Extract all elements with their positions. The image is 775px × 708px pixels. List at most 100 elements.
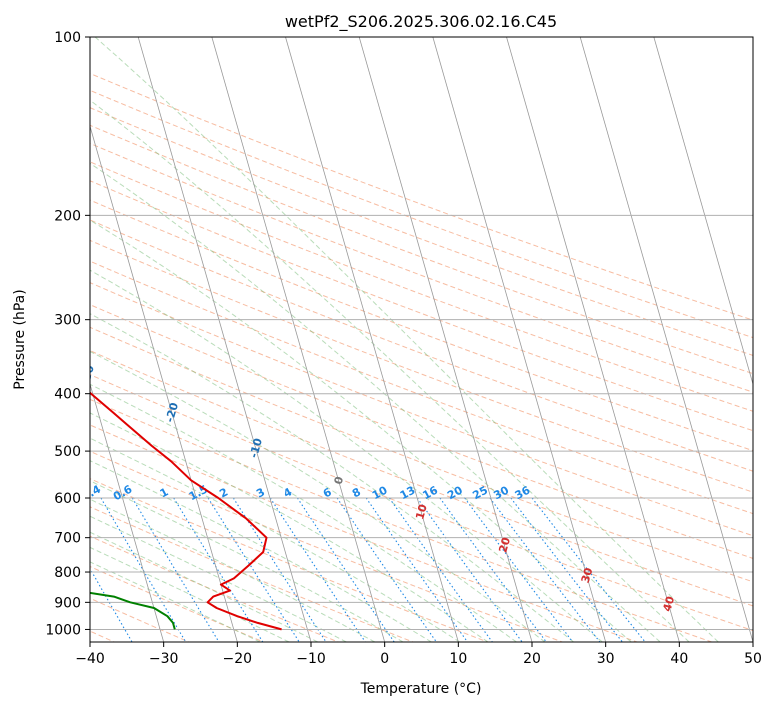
isotherm-label: -40 bbox=[0, 325, 12, 348]
mixing-ratio-label: 20 bbox=[445, 483, 465, 502]
x-tick-label: −30 bbox=[149, 651, 179, 667]
dry-adiabat bbox=[90, 89, 753, 339]
x-tick-label: 50 bbox=[744, 651, 762, 667]
dry-adiabat bbox=[90, 199, 753, 452]
dry-adiabat bbox=[90, 239, 753, 493]
moist-adiabat bbox=[90, 269, 603, 642]
mixing-ratio-label: 0.4 bbox=[80, 482, 104, 503]
y-axis: 100 200 300 400 500 600 700 800 900 1000 bbox=[45, 30, 90, 638]
mixing-ratio-line bbox=[531, 497, 646, 642]
mixing-ratio-label: 13 bbox=[398, 484, 418, 503]
y-axis-label: Pressure (hPa) bbox=[12, 289, 28, 389]
y-tick-label: 500 bbox=[54, 444, 81, 460]
dry-adiabat bbox=[90, 107, 753, 356]
x-tick-label: −40 bbox=[75, 651, 105, 667]
mixing-ratio-label: 36 bbox=[513, 483, 533, 502]
dry-adiabat bbox=[90, 326, 753, 583]
mixing-ratio-label: 10 bbox=[370, 483, 390, 502]
temperature-profile bbox=[90, 391, 282, 631]
x-axis: −40 −30 −20 −10 0 10 20 30 40 50 bbox=[75, 642, 762, 667]
dry-adiabat bbox=[90, 597, 190, 642]
dry-adiabat bbox=[90, 260, 753, 515]
moist-adiabat bbox=[90, 531, 319, 642]
mixing-ratio-line bbox=[365, 497, 468, 642]
mixing-ratio-line bbox=[388, 497, 493, 642]
isotherm-label: 0 bbox=[332, 475, 347, 486]
x-tick-label: 30 bbox=[597, 651, 615, 667]
isotherm-label: 30 bbox=[579, 566, 596, 585]
dry-adiabat bbox=[90, 124, 753, 375]
isotherm-line bbox=[432, 37, 607, 642]
isotherm-label: 10 bbox=[413, 502, 430, 521]
moist-adiabat bbox=[90, 383, 517, 642]
plot-frame bbox=[89, 36, 754, 643]
x-tick-label: 0 bbox=[380, 651, 389, 667]
dry-adiabat bbox=[90, 350, 753, 607]
moist-adiabat bbox=[90, 480, 404, 642]
background-lines bbox=[90, 37, 753, 642]
chart-title: wetPf2_S206.2025.306.02.16.C45 bbox=[285, 12, 557, 32]
profiles bbox=[90, 391, 282, 631]
moist-adiabat bbox=[90, 437, 460, 642]
isotherm-line bbox=[579, 37, 753, 642]
isotherm-label: 20 bbox=[496, 536, 513, 555]
mixing-ratio-label: 25 bbox=[470, 484, 490, 503]
dry-adiabat bbox=[90, 398, 712, 642]
x-axis-label: Temperature (°C) bbox=[360, 681, 482, 697]
moist-adiabat bbox=[90, 460, 432, 642]
y-tick-label: 800 bbox=[54, 565, 81, 581]
moist-adiabat bbox=[90, 350, 546, 642]
mixing-ratio-line bbox=[269, 497, 366, 642]
dry-adiabat bbox=[90, 304, 753, 559]
moist-adiabat bbox=[90, 561, 261, 642]
dry-adiabat bbox=[90, 180, 753, 432]
isotherm-line bbox=[358, 37, 533, 642]
isotherm-label: 40 bbox=[660, 594, 677, 613]
moist-adiabat bbox=[94, 37, 719, 642]
moist-adiabat bbox=[90, 99, 690, 642]
isotherm-line bbox=[211, 37, 386, 642]
isotherm-label: -20 bbox=[163, 401, 181, 424]
mixing-ratio-label: 16 bbox=[420, 483, 440, 502]
mixing-ratio-label: 30 bbox=[491, 483, 511, 502]
dry-adiabat bbox=[90, 535, 339, 642]
mixing-ratio-line bbox=[510, 497, 623, 642]
x-tick-label: 20 bbox=[523, 651, 541, 667]
mixing-ratio-line bbox=[464, 497, 574, 642]
mixing-ratio-line bbox=[439, 497, 547, 642]
mixing-ratio-line bbox=[336, 497, 437, 642]
isotherm-line bbox=[90, 124, 238, 642]
dry-adiabat bbox=[90, 282, 753, 537]
y-tick-label: 700 bbox=[54, 531, 81, 547]
isotherm-line bbox=[285, 37, 459, 642]
moist-adiabat bbox=[90, 219, 632, 642]
mixing-ratio-line bbox=[416, 497, 523, 642]
moist-adiabat bbox=[90, 412, 489, 642]
y-tick-label: 200 bbox=[54, 208, 81, 224]
y-tick-label: 300 bbox=[54, 313, 81, 329]
moist-adiabat bbox=[90, 498, 376, 642]
y-tick-label: 900 bbox=[54, 595, 81, 611]
dry-adiabat bbox=[90, 72, 753, 321]
isotherm-line bbox=[90, 382, 165, 642]
dry-adiabat bbox=[90, 374, 753, 632]
dry-adiabat bbox=[90, 142, 753, 393]
x-tick-label: −20 bbox=[223, 651, 253, 667]
y-tick-label: 400 bbox=[54, 387, 81, 403]
mixing-ratio-label: 0.2 bbox=[29, 483, 52, 504]
isotherm-label: -30 bbox=[79, 363, 97, 386]
isotherm-line bbox=[137, 37, 312, 642]
mixing-ratio-line bbox=[207, 497, 300, 642]
moist-adiabat bbox=[90, 162, 661, 642]
moist-adiabat bbox=[90, 515, 347, 642]
dry-adiabat bbox=[90, 506, 414, 642]
mixing-ratio-line bbox=[131, 497, 220, 642]
y-tick-label: 100 bbox=[54, 30, 81, 46]
x-tick-label: 10 bbox=[449, 651, 467, 667]
isotherm-label: -10 bbox=[247, 436, 265, 459]
mixing-ratio-label: 0.1 bbox=[0, 483, 4, 504]
isotherm-line bbox=[506, 37, 680, 642]
dry-adiabat bbox=[90, 161, 753, 412]
